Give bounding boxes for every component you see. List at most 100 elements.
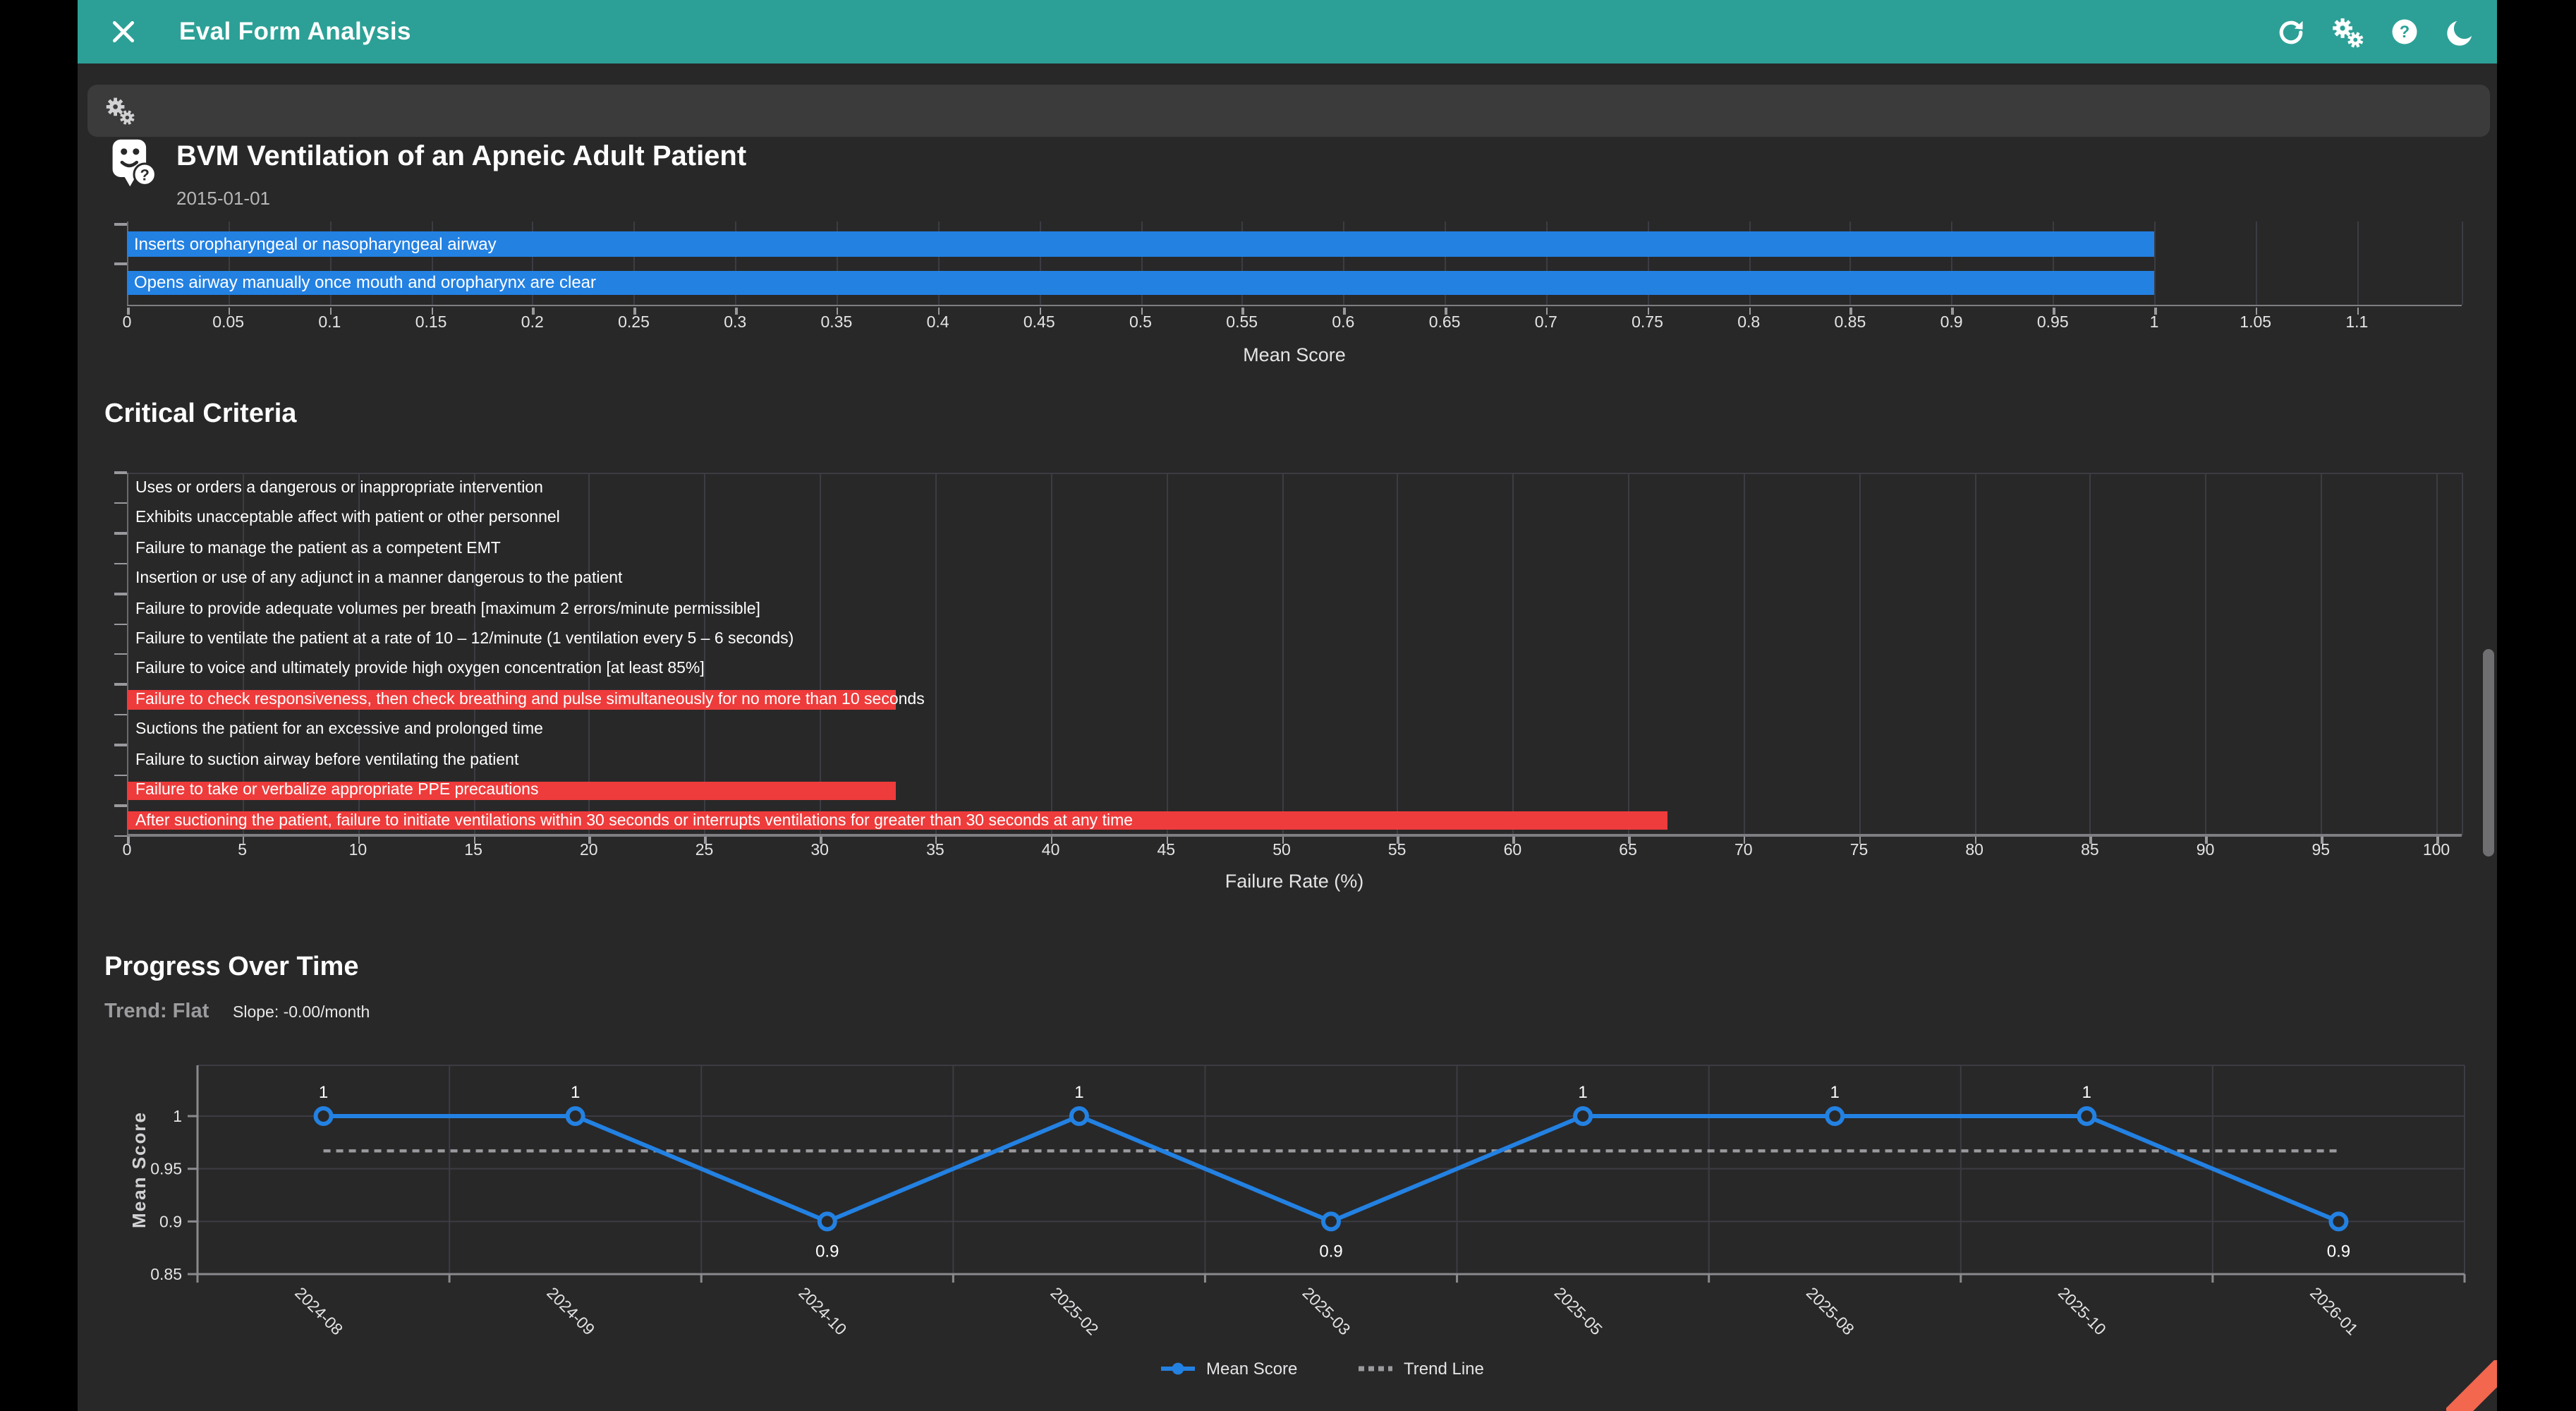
axis-tick xyxy=(1241,307,1244,314)
axis-tick xyxy=(1974,837,1977,844)
gridline xyxy=(1343,222,1345,305)
axis-tick-label: 25 xyxy=(695,842,714,859)
gridline xyxy=(431,222,433,305)
settings-gears-icon[interactable] xyxy=(2329,13,2366,50)
x-tick-label: 2025-05 xyxy=(1551,1283,1606,1338)
dark-mode-moon-icon[interactable] xyxy=(2442,13,2479,50)
axis-tick-label: 55 xyxy=(1387,842,1407,859)
app-window: Eval Form Analysis xyxy=(78,0,2497,1411)
page-scrollbar-thumb[interactable] xyxy=(2483,649,2494,856)
help-icon[interactable]: ? xyxy=(2386,13,2422,50)
axis-tick xyxy=(473,837,476,844)
legend-trend-label: Trend Line xyxy=(1404,1359,1484,1379)
data-point xyxy=(1069,1106,1089,1126)
data-label: 1 xyxy=(1830,1083,1840,1102)
gridline xyxy=(2357,222,2359,305)
axis-tick xyxy=(2089,837,2092,844)
axis-tick xyxy=(1343,307,1346,314)
criteria-label: Failure to take or verbalize appropriate… xyxy=(135,782,539,799)
criteria-label: Failure to suction airway before ventila… xyxy=(135,751,519,769)
top-bar: Eval Form Analysis xyxy=(78,0,2497,63)
gridline xyxy=(836,222,838,305)
x-tick-label: 2025-02 xyxy=(1047,1283,1102,1338)
refresh-icon[interactable] xyxy=(2273,13,2309,50)
axis-tick xyxy=(735,307,738,314)
progress-line-chart: 0.85 0.9 0.95 1 Mean Score 2024-08 2024-09 2024… xyxy=(128,1065,2466,1379)
gridline xyxy=(2321,473,2323,836)
gridline xyxy=(473,473,475,836)
gridline xyxy=(1859,473,1861,836)
data-point xyxy=(1573,1106,1593,1126)
slope-label: Slope: -0.00/month xyxy=(233,1005,370,1022)
axis-tick xyxy=(1859,837,1861,844)
axis-tick-label: 45 xyxy=(1157,842,1176,859)
axis-tick xyxy=(935,837,937,844)
y-tick-label: 0.95 xyxy=(150,1160,182,1178)
data-point xyxy=(1825,1106,1845,1126)
axis-tick-label: 30 xyxy=(810,842,829,859)
axis-tick xyxy=(329,307,332,314)
axis-tick-label: 60 xyxy=(1503,842,1522,859)
axis-tick-label: 90 xyxy=(2196,842,2215,859)
axis-tick-label: 10 xyxy=(348,842,367,859)
axis-tick-label: 5 xyxy=(238,842,248,859)
axis-tick-label: 0.55 xyxy=(1226,315,1258,332)
gridline xyxy=(2089,473,2091,836)
y-axis-tick xyxy=(114,623,127,625)
criteria-label: After suctioning the patient, failure to… xyxy=(135,812,1134,830)
axis-tick-label: 0.25 xyxy=(618,315,650,332)
gridline xyxy=(1974,473,1976,836)
axis-tick xyxy=(1545,307,1548,314)
y-axis-tick xyxy=(114,804,127,807)
y-axis-tick xyxy=(114,835,127,837)
axis-tick xyxy=(358,837,360,844)
y-axis-tick xyxy=(114,562,127,565)
gridline xyxy=(1849,222,1852,305)
axis-tick xyxy=(532,307,535,314)
axis-tick-label: 0.6 xyxy=(1332,315,1355,332)
mean-score-bar: Opens airway manually once mouth and oro… xyxy=(127,270,2154,295)
axis-tick xyxy=(1166,837,1169,844)
y-axis-tick xyxy=(114,262,127,265)
axis-tick-label: 0.2 xyxy=(521,315,544,332)
section-title-progress: Progress Over Time xyxy=(104,952,359,982)
axis-tick xyxy=(820,837,822,844)
gridline xyxy=(1512,473,1514,836)
axis-tick xyxy=(1282,837,1284,844)
axis-tick-label: 0.05 xyxy=(212,315,245,332)
x-tick-label: 2024-08 xyxy=(291,1283,346,1338)
axis-tick xyxy=(836,307,839,314)
axis-tick-label: 0 xyxy=(122,842,132,859)
gridline xyxy=(2205,473,2207,836)
close-icon[interactable] xyxy=(104,13,141,50)
axis-tick xyxy=(2205,837,2208,844)
axis-tick-label: 95 xyxy=(2311,842,2331,859)
gridline xyxy=(1039,222,1041,305)
axis-tick xyxy=(228,307,231,314)
axis-tick-label: 50 xyxy=(1272,842,1291,859)
toolbar-settings-gears-icon[interactable] xyxy=(102,92,138,128)
axis-tick-label: 0 xyxy=(122,315,132,332)
gridline xyxy=(1241,222,1244,305)
y-tick-label: 1 xyxy=(173,1107,182,1125)
x-axis-name: Failure Rate (%) xyxy=(1225,871,1364,892)
axis-tick-label: 80 xyxy=(1965,842,1983,859)
plot-top-border xyxy=(127,473,2462,474)
data-point xyxy=(313,1106,334,1126)
secondary-toolbar[interactable] xyxy=(87,85,2490,137)
axis-tick xyxy=(1445,307,1447,314)
data-point xyxy=(817,1211,837,1232)
gridline xyxy=(1141,222,1142,305)
axis-tick-label: 0.45 xyxy=(1023,315,1055,332)
axis-tick xyxy=(1951,307,1954,314)
critical-criteria-bar xyxy=(127,811,1667,830)
y-axis-tick xyxy=(114,653,127,655)
axis-tick-label: 0.9 xyxy=(1940,315,1963,332)
gridline xyxy=(1951,222,1953,305)
gridline xyxy=(820,473,822,836)
y-axis-tick xyxy=(114,593,127,595)
critical-criteria-bar xyxy=(127,690,897,710)
axis-tick-label: 100 xyxy=(2422,842,2450,859)
gridline xyxy=(329,222,332,305)
gridline xyxy=(935,473,937,836)
